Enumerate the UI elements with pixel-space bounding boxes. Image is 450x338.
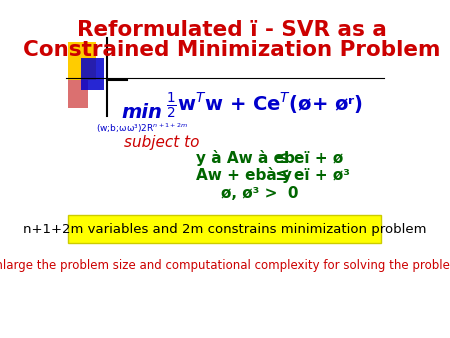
Text: (w;b;ωω³)2R$^{n+1+2m}$: (w;b;ωω³)2R$^{n+1+2m}$: [96, 121, 188, 135]
Text: $\frac{1}{2}$w$^T$w + Ce$^T$(ø+ øʳ): $\frac{1}{2}$w$^T$w + Ce$^T$(ø+ øʳ): [166, 91, 363, 121]
Text: ø, ø³ >  0: ø, ø³ > 0: [221, 186, 299, 200]
FancyBboxPatch shape: [68, 80, 88, 108]
Text: ≤: ≤: [274, 149, 289, 167]
Text: n+1+2m variables and 2m constrains minimization problem: n+1+2m variables and 2m constrains minim…: [23, 222, 427, 236]
Text: eï + ø: eï + ø: [294, 150, 343, 166]
Text: subject to: subject to: [124, 136, 199, 150]
FancyBboxPatch shape: [81, 58, 104, 90]
Text: eï + ø³: eï + ø³: [294, 168, 350, 183]
Text: Constrained Minimization Problem: Constrained Minimization Problem: [23, 40, 441, 60]
Text: ≤: ≤: [274, 166, 289, 184]
Text: min: min: [122, 103, 162, 122]
Text: Aw + ebà y: Aw + ebà y: [196, 167, 292, 183]
Text: y à Aw à eb: y à Aw à eb: [196, 150, 295, 166]
FancyBboxPatch shape: [68, 215, 381, 243]
Text: Enlarge the problem size and computational complexity for solving the problem: Enlarge the problem size and computation…: [0, 260, 450, 272]
Text: Reformulated ï - SVR as a: Reformulated ï - SVR as a: [77, 20, 387, 40]
FancyBboxPatch shape: [68, 42, 95, 80]
